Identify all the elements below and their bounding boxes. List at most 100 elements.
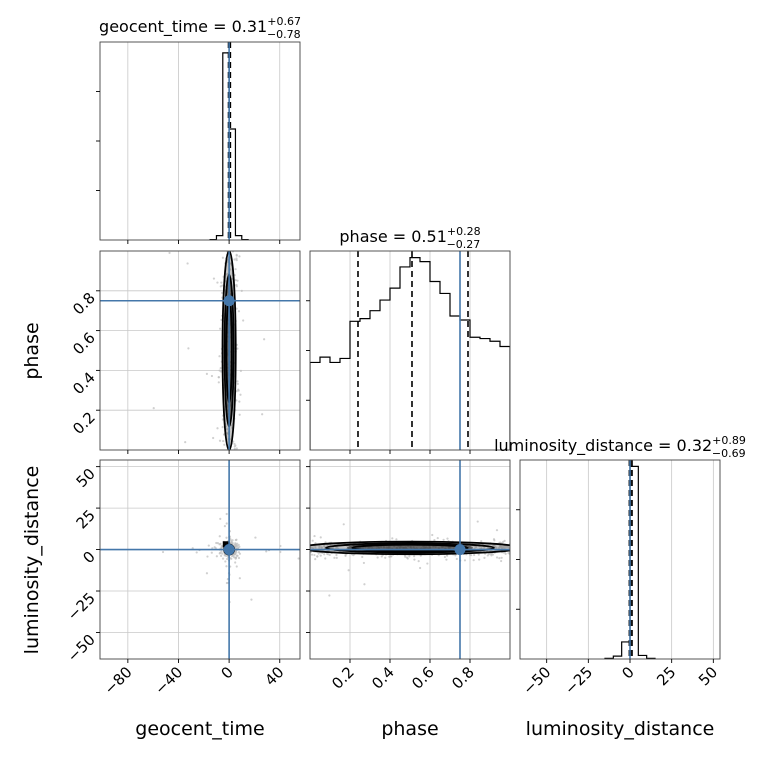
sample-point — [310, 553, 314, 556]
title-luminosity-distance-value: 0.32 — [677, 436, 713, 455]
sample-point — [455, 557, 458, 561]
sample-point — [436, 536, 439, 540]
sample-point — [418, 566, 422, 570]
sample-point — [476, 520, 479, 523]
sample-point — [490, 552, 493, 555]
title-geocent-time-value: 0.31 — [232, 17, 268, 36]
sample-point — [220, 281, 223, 284]
sample-point — [213, 546, 216, 549]
sample-point — [161, 550, 165, 554]
sample-point — [363, 583, 366, 586]
sample-point — [446, 554, 449, 557]
sample-point — [235, 285, 238, 288]
sample-point — [206, 555, 209, 558]
sample-point — [342, 523, 345, 526]
title-phase-plus: +0.28 — [447, 225, 481, 238]
sample-point — [442, 538, 445, 541]
sample-point — [237, 543, 240, 546]
truth-marker — [454, 544, 466, 556]
axes-frame — [99, 250, 301, 451]
sample-point — [445, 558, 448, 561]
sample-point — [473, 553, 476, 557]
sample-point — [225, 565, 228, 568]
sample-point — [314, 546, 317, 549]
sample-point — [225, 581, 229, 585]
sample-point — [225, 554, 228, 558]
tick-label-y: 0.2 — [69, 408, 99, 438]
sample-point — [217, 381, 220, 384]
sample-point — [238, 413, 241, 416]
sample-point — [265, 550, 268, 553]
sample-point — [215, 541, 218, 545]
sample-point — [212, 436, 215, 440]
sample-point — [492, 538, 496, 541]
sample-point — [234, 542, 237, 545]
sample-point — [433, 539, 436, 542]
sample-point — [234, 561, 237, 564]
sample-point — [235, 259, 238, 262]
sample-point — [239, 393, 242, 396]
sample-point — [324, 557, 327, 560]
sample-point — [219, 367, 222, 370]
panel-luminosity-distance-vs-phase: 0.2 0.4 0.6 0.8 — [306, 459, 511, 693]
sample-point — [390, 555, 393, 558]
sample-point — [486, 554, 489, 557]
sample-point — [205, 572, 209, 575]
hist-plot-area — [604, 460, 656, 659]
sample-point — [419, 554, 422, 557]
title-phase: phase = 0.51+0.28 −0.27 — [339, 225, 480, 251]
sample-point — [376, 556, 379, 559]
panel-luminosity-distance-vs-geocent-time: −80 −40 0 40 −50 −25 0 25 50 — [64, 459, 301, 698]
sample-point — [236, 347, 239, 350]
sample-point — [328, 594, 331, 597]
sample-point — [220, 370, 223, 373]
sample-point — [195, 551, 198, 554]
sample-point — [234, 279, 237, 282]
sample-point — [361, 555, 364, 559]
sample-point — [406, 557, 409, 560]
sample-point — [235, 254, 238, 257]
sample-point — [250, 598, 253, 601]
sample-point — [237, 388, 240, 391]
xlabel-phase: phase — [381, 718, 438, 740]
sample-point — [221, 256, 225, 259]
sample-point — [498, 556, 501, 560]
sample-point — [344, 553, 347, 556]
title-geocent-time-plus: +0.67 — [267, 15, 301, 28]
sample-point — [232, 554, 235, 557]
tick-label-x: −25 — [561, 663, 596, 698]
sample-point — [221, 557, 225, 560]
sample-point — [446, 537, 449, 540]
sample-point — [219, 285, 222, 288]
sample-point — [279, 550, 282, 554]
sample-point — [221, 426, 224, 429]
title-phase-value: 0.51 — [411, 227, 447, 246]
tick-label-x: 0.8 — [448, 663, 478, 693]
sample-point — [237, 556, 241, 560]
title-geocent-time-minus: −0.78 — [267, 28, 301, 41]
sample-point — [487, 546, 490, 549]
sample-point — [362, 561, 366, 565]
tick-label-y: 0.8 — [69, 289, 99, 319]
sample-point — [318, 545, 321, 548]
sample-point — [500, 556, 503, 559]
sample-point — [320, 546, 323, 549]
tick-label-x: 0 — [217, 663, 236, 682]
sample-point — [480, 540, 483, 543]
sample-point — [186, 262, 189, 265]
ylabel-luminosity-distance: luminosity_distance — [21, 466, 43, 655]
hist-plot-area — [209, 42, 249, 240]
contour-1 — [351, 543, 469, 552]
sample-point — [223, 525, 227, 528]
truth-marker — [223, 295, 235, 307]
tick-label-x: 0.6 — [408, 663, 438, 693]
panel-hist-geocent-time — [96, 41, 301, 244]
sample-point — [480, 547, 483, 550]
sample-point — [498, 541, 501, 544]
sample-point — [219, 327, 222, 330]
sample-point — [431, 533, 434, 537]
sample-point — [391, 537, 394, 540]
sample-point — [500, 559, 503, 563]
tick-label-x: 0.4 — [368, 663, 398, 693]
